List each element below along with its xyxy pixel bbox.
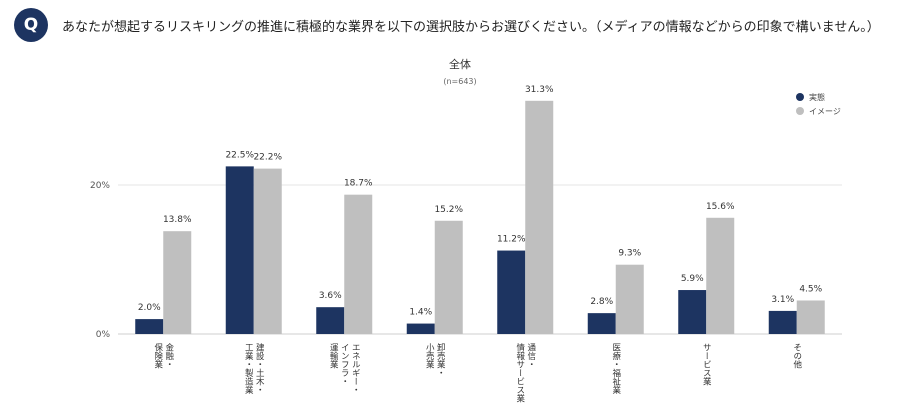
y-tick-label: 0% (96, 330, 111, 340)
data-label: 9.3% (618, 249, 641, 259)
category-label: 医療・福祉業 (611, 343, 621, 395)
data-label: 4.5% (799, 284, 822, 294)
category-label: エネルギー・ (350, 343, 360, 394)
data-label: 13.8% (163, 215, 192, 225)
category-label: その他 (792, 343, 802, 369)
legend-marker-image (796, 107, 804, 115)
category-label: インフラ・ (339, 343, 349, 386)
bar-image (344, 194, 373, 334)
data-label: 31.3% (525, 85, 554, 95)
bar-image (253, 168, 282, 334)
chart-title: 全体 (449, 57, 471, 71)
bar-actual (587, 313, 616, 334)
y-tick-label: 20% (90, 181, 110, 191)
category-label: 通信・ (526, 342, 536, 368)
bar-image (434, 220, 463, 334)
bar-actual (225, 166, 254, 334)
bar-actual (497, 250, 526, 334)
category-label: 卸売業・ (435, 342, 445, 377)
bar-image (706, 217, 735, 334)
chart-subtitle: (n=643) (443, 77, 476, 86)
category-label: 工業・製造業 (243, 343, 253, 395)
category-label: サービス業 (701, 343, 711, 386)
bar-image (615, 264, 644, 334)
data-label: 3.6% (319, 291, 342, 301)
question-text: あなたが想起するリスキリングの推進に積極的な業界を以下の選択肢からお選びください… (62, 20, 880, 35)
legend-label: 実態 (809, 92, 825, 102)
question-badge: Q (14, 8, 48, 42)
data-label: 2.0% (138, 303, 161, 313)
category-label: 小売業 (424, 342, 434, 369)
data-label: 18.7% (344, 179, 373, 189)
legend-label: イメージ (809, 107, 841, 116)
data-label: 3.1% (771, 295, 794, 305)
data-label: 2.8% (590, 297, 613, 307)
data-label: 5.9% (681, 274, 704, 284)
category-label: 金融・ (164, 342, 174, 368)
data-label: 11.2% (497, 235, 526, 245)
bar-actual (316, 307, 345, 334)
bar-actual (678, 290, 707, 334)
bar-image (525, 100, 554, 334)
category-label: 保険業 (153, 342, 163, 369)
data-label: 1.4% (409, 308, 432, 318)
bar-actual (406, 323, 435, 334)
category-label: 建設・土木・ (254, 342, 264, 394)
bar-actual (768, 310, 797, 334)
category-label: 運輸業 (328, 343, 338, 369)
data-label: 15.6% (706, 202, 735, 212)
bar-image (163, 231, 192, 334)
legend-marker-actual (796, 93, 804, 101)
category-label: 情報サービス業 (515, 342, 525, 403)
bar-actual (135, 319, 164, 334)
data-label: 15.2% (434, 205, 463, 215)
data-label: 22.2% (253, 153, 282, 163)
data-label: 22.5% (225, 150, 254, 160)
bar-image (796, 300, 825, 334)
